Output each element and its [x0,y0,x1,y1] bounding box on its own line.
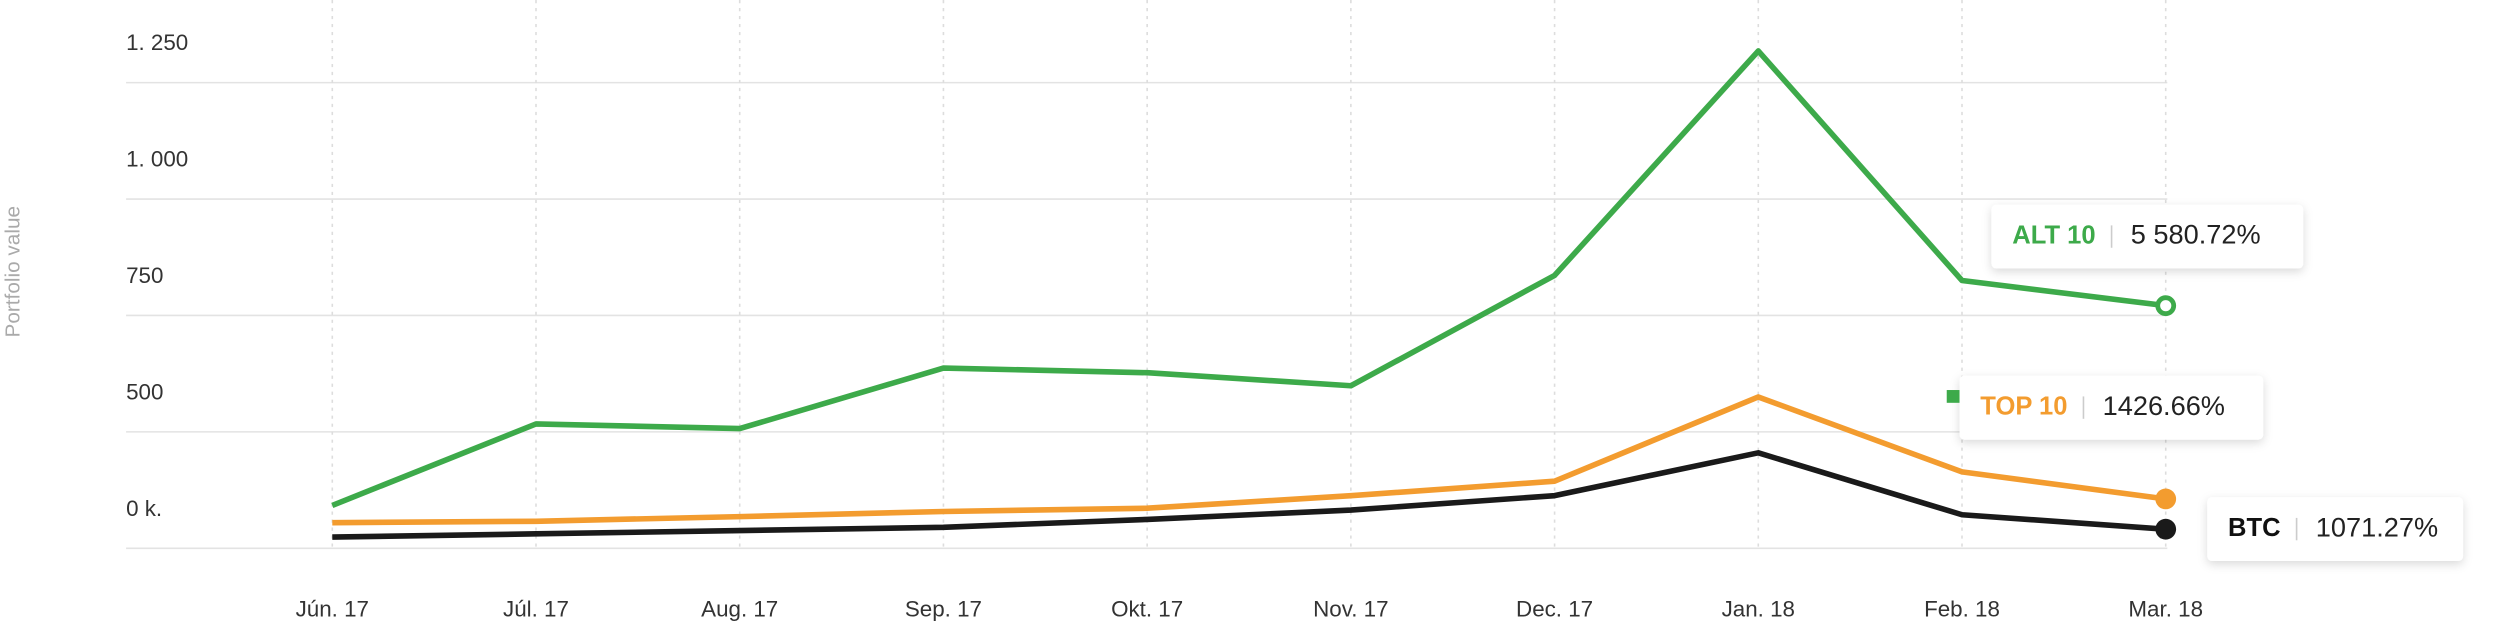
x-tick-label: Sep. 17 [905,597,982,622]
tooltip-value: 1071.27% [2316,511,2438,542]
series-line [332,450,2166,540]
y-tick-label: 1. 000 [126,147,188,172]
y-tick-label: 500 [126,379,163,404]
series-line [331,48,2167,509]
x-tick-label: Jún. 17 [296,597,369,622]
tooltip-box [2207,497,2464,562]
tooltip: BTC 1071.27% [2207,497,2464,562]
tooltip-box [1991,204,2304,269]
end-marker [2155,488,2177,510]
y-tick-label: 1. 250 [126,30,188,55]
tooltip-name: ALT 10 [2012,221,2095,249]
y-axis-label: Portfolio value [2,206,25,338]
series-line [332,394,2167,526]
y-tick-label: 750 [126,263,163,288]
end-marker [2155,518,2177,540]
x-tick-label: Júl. 17 [503,597,569,622]
y-tick-label: 0 k. [126,496,162,521]
tooltip-name: BTC [2228,514,2281,542]
tooltip: TOP 10 1426.66% [1959,375,2264,440]
legend-icon [1946,390,1960,403]
x-tick-label: Mar. 18 [2128,597,2203,622]
x-tick-label: Jan. 18 [1722,597,1795,622]
x-tick-label: Nov. 17 [1313,597,1388,622]
x-tick-label: Dec. 17 [1516,597,1593,622]
tooltip-value: 1426.66% [2103,390,2225,421]
x-tick-label: Aug. 17 [701,597,778,622]
end-marker [2155,295,2177,317]
tooltip-value: 5 580.72% [2131,219,2261,250]
tooltip-name: TOP 10 [1980,392,2067,420]
tooltip-box [1959,375,2264,440]
tooltip: ALT 10 5 580.72% [1991,204,2304,269]
x-tick-label: Feb. 18 [1924,597,2000,622]
x-tick-label: Okt. 17 [1111,597,1183,622]
